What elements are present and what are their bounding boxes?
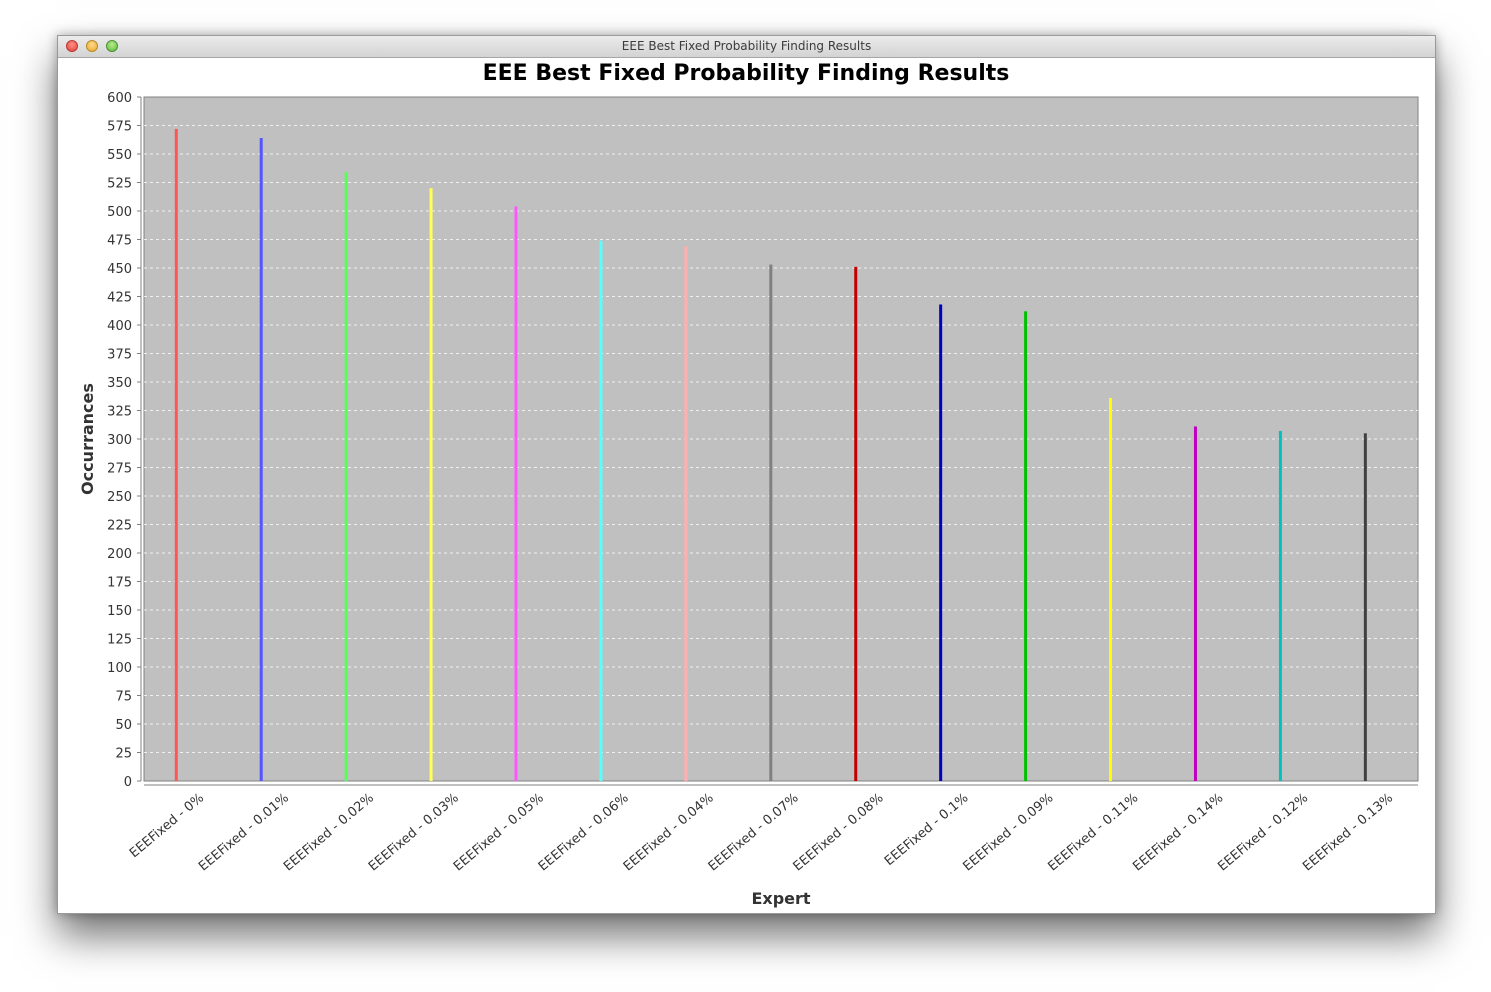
x-tick-label: EEEFixed - 0.09%	[960, 791, 1056, 875]
bar	[514, 206, 518, 781]
x-tick-label: EEEFixed - 0.11%	[1045, 791, 1141, 875]
bar	[259, 138, 263, 781]
x-tick-label: EEEFixed - 0.01%	[196, 791, 292, 875]
bar	[344, 172, 348, 781]
y-axis-label: Occurrances	[78, 383, 97, 495]
y-tick-label: 375	[107, 348, 132, 363]
y-tick-label: 500	[107, 205, 132, 220]
y-tick-label: 425	[107, 291, 132, 306]
x-tick-label: EEEFixed - 0.06%	[536, 791, 632, 875]
x-tick-label: EEEFixed - 0.12%	[1215, 791, 1311, 875]
y-tick-label: 175	[107, 576, 132, 591]
bar	[939, 304, 943, 781]
bar	[1193, 426, 1197, 781]
y-tick-label: 575	[107, 120, 132, 135]
chart-window: EEE Best Fixed Probability Finding Resul…	[57, 35, 1436, 914]
bar	[1109, 397, 1113, 781]
bar	[684, 246, 688, 782]
y-tick-label: 100	[107, 661, 132, 676]
chart-title: EEE Best Fixed Probability Finding Resul…	[483, 61, 1010, 86]
y-tick-label: 200	[107, 547, 132, 562]
x-tick-label: EEEFixed - 0.07%	[706, 791, 802, 875]
x-axis-label: Expert	[751, 889, 810, 908]
x-tick-label: EEEFixed - 0.05%	[451, 791, 547, 875]
x-tick-label: EEEFixed - 0.1%	[882, 791, 972, 870]
y-tick-label: 50	[115, 718, 132, 733]
title-bar[interactable]: EEE Best Fixed Probability Finding Resul…	[58, 36, 1435, 58]
y-tick-label: 275	[107, 462, 132, 477]
x-tick-label: EEEFixed - 0.02%	[281, 791, 377, 875]
x-axis: EEEFixed - 0%EEEFixed - 0.01%EEEFixed - …	[127, 784, 1418, 875]
y-tick-label: 225	[107, 519, 132, 534]
bar	[1278, 431, 1282, 781]
x-tick-label: EEEFixed - 0%	[127, 791, 207, 862]
y-tick-label: 450	[107, 262, 132, 277]
y-tick-label: 150	[107, 604, 132, 619]
bar	[1363, 433, 1367, 781]
y-tick-label: 475	[107, 234, 132, 249]
close-window-button[interactable]	[66, 40, 78, 52]
y-tick-label: 400	[107, 319, 132, 334]
y-tick-label: 250	[107, 490, 132, 505]
x-tick-label: EEEFixed - 0.08%	[791, 791, 887, 875]
y-tick-label: 300	[107, 433, 132, 448]
x-tick-label: EEEFixed - 0.13%	[1300, 791, 1396, 875]
window-title: EEE Best Fixed Probability Finding Resul…	[621, 39, 872, 53]
minimize-window-button[interactable]	[86, 40, 98, 52]
y-tick-label: 600	[107, 91, 132, 106]
x-tick-label: EEEFixed - 0.14%	[1130, 791, 1226, 875]
y-tick-label: 25	[115, 747, 132, 762]
bar	[599, 240, 603, 781]
y-tick-label: 525	[107, 177, 132, 192]
y-tick-label: 75	[115, 690, 132, 705]
bar	[854, 266, 858, 781]
x-tick-label: EEEFixed - 0.04%	[621, 791, 717, 875]
bar-chart: EEE Best Fixed Probability Finding Resul…	[78, 61, 1419, 908]
bar	[429, 188, 433, 781]
bar	[174, 128, 178, 782]
bar	[769, 264, 773, 781]
y-tick-label: 350	[107, 376, 132, 391]
y-tick-label: 0	[124, 775, 132, 790]
maximize-window-button[interactable]	[106, 40, 118, 52]
bars	[174, 128, 1367, 782]
x-tick-label: EEEFixed - 0.03%	[366, 791, 462, 875]
grid-lines	[144, 125, 1418, 753]
y-tick-label: 325	[107, 405, 132, 420]
y-axis: 0 25 50 75 100 125 150 175 200 225 250 275 300 325 350…	[107, 91, 142, 790]
y-tick-label: 550	[107, 148, 132, 163]
y-tick-label: 125	[107, 633, 132, 648]
bar	[1024, 311, 1028, 781]
